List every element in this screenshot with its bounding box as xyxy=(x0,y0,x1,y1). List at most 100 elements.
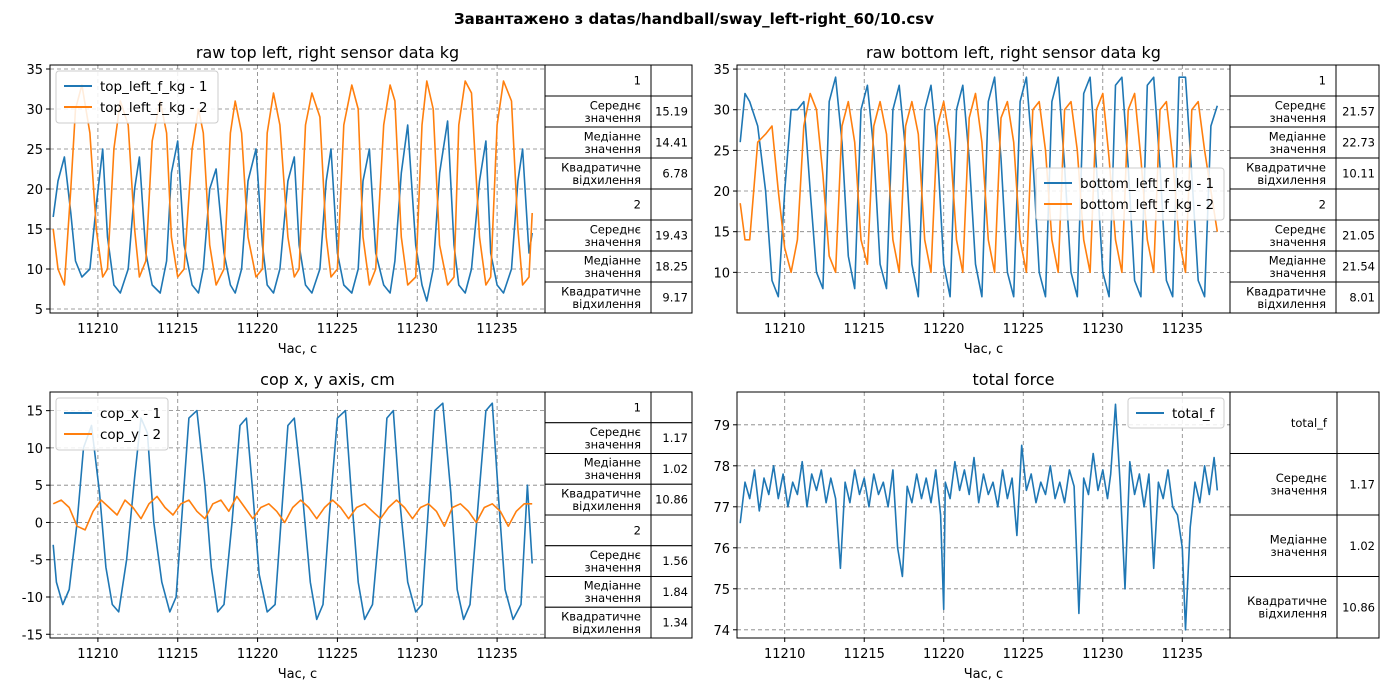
table-row-label: Середнє значення xyxy=(584,98,641,125)
x-tick-label: 11230 xyxy=(1082,322,1123,337)
legend-box xyxy=(55,397,169,451)
table-row-label: Середнє значення xyxy=(1269,98,1326,125)
y-tick-label: 30 xyxy=(713,104,730,119)
table-cell-label xyxy=(544,281,652,314)
table-cell-value xyxy=(650,250,693,283)
y-tick-label: 30 xyxy=(26,103,43,118)
y-tick-label: 0 xyxy=(35,516,43,531)
table-cell-value xyxy=(650,126,693,159)
table-cell-label xyxy=(1229,391,1338,454)
x-tick-label: 11235 xyxy=(476,647,517,662)
table-cell-value xyxy=(1336,391,1380,454)
y-tick-label: 35 xyxy=(26,63,43,78)
panel-2: raw bottom left, right sensor data kg 112… xyxy=(713,43,1380,357)
table-cell-value xyxy=(1335,281,1380,314)
table-row-value: 21.05 xyxy=(1342,229,1375,243)
table-row-label: Медіанне значення xyxy=(1269,129,1326,156)
chart-title: raw bottom left, right sensor data kg xyxy=(866,43,1161,62)
table-row-value: 14.41 xyxy=(655,136,688,150)
table-row-label: Середнє значення xyxy=(584,222,641,249)
table-row-label: Середнє значення xyxy=(584,425,641,452)
x-tick-label: 11215 xyxy=(844,647,885,662)
table-group-header: 2 xyxy=(634,198,641,212)
y-tick-label: 79 xyxy=(713,419,730,434)
chart-title: raw top left, right sensor data kg xyxy=(196,43,459,62)
legend-box xyxy=(1035,167,1225,221)
table-cell-value xyxy=(1335,219,1380,252)
table-row-value: 6.78 xyxy=(662,167,688,181)
series-line-1 xyxy=(52,120,533,302)
table-group-header: 2 xyxy=(634,523,641,537)
table-cell-label xyxy=(544,545,652,577)
table-row-label: Медіанне значення xyxy=(584,456,641,483)
x-tick-label: 11220 xyxy=(923,322,964,337)
panel-4: total force 11210 11215 11220 11225 11230 1123… xyxy=(713,370,1380,682)
legend-entry: cop_x - 1 xyxy=(100,406,161,422)
table-row-label: Медіанне значення xyxy=(584,253,641,280)
legend-entry: bottom_left_f_kg - 1 xyxy=(1080,176,1214,192)
table-group-header: 2 xyxy=(1319,198,1326,212)
table-cell-value xyxy=(1335,126,1380,159)
table-row-value: 15.19 xyxy=(655,105,688,119)
x-tick-label: 11235 xyxy=(476,322,517,337)
y-tick-label: -10 xyxy=(22,591,43,606)
table-cell-value xyxy=(1336,453,1380,516)
x-axis-label: Час, с xyxy=(278,667,317,682)
legend: bottom_left_f_kg - 1 bottom_left_f_kg - 2 xyxy=(1035,167,1225,221)
table-row-label: Медіанне значення xyxy=(1269,253,1326,280)
table-cell-value xyxy=(650,64,693,97)
legend: top_left_f_kg - 1 top_left_f_kg - 2 xyxy=(55,70,219,124)
legend-box xyxy=(55,70,219,124)
legend-box xyxy=(1127,397,1225,429)
legend-entry: top_left_f_kg - 2 xyxy=(100,100,207,116)
table-cell-label xyxy=(544,219,652,252)
x-tick-label: 11210 xyxy=(77,647,118,662)
series-line-1 xyxy=(52,402,533,621)
series-line-2 xyxy=(52,80,533,286)
table-row-value: 1.17 xyxy=(1349,477,1375,491)
x-tick-label: 11210 xyxy=(764,647,805,662)
table-cell-label xyxy=(544,188,652,221)
table-row-label: Медіанне значення xyxy=(584,579,641,606)
table-cell-label xyxy=(1229,126,1337,159)
legend-entry: total_f xyxy=(1172,406,1216,422)
table-row-value: 22.73 xyxy=(1342,136,1375,150)
x-axis-label: Час, с xyxy=(964,342,1003,357)
table-row-value: 21.54 xyxy=(1342,260,1375,274)
x-tick-label: 11215 xyxy=(844,322,885,337)
y-tick-label: 35 xyxy=(713,63,730,78)
table-cell-value xyxy=(650,514,693,547)
x-tick-label: 11230 xyxy=(397,322,438,337)
x-tick-label: 11225 xyxy=(1003,322,1044,337)
y-tick-label: 74 xyxy=(713,624,730,639)
table-row-label: Квадратичне відхилення xyxy=(1247,594,1327,621)
table-row-label: Медіанне значення xyxy=(1270,533,1327,560)
table-cell-value xyxy=(1335,157,1380,190)
table-cell-label xyxy=(544,514,652,547)
y-tick-label: -15 xyxy=(22,628,43,643)
legend: cop_x - 1 cop_y - 2 xyxy=(55,397,169,451)
series-line-1 xyxy=(739,403,1219,631)
y-tick-label: 15 xyxy=(26,223,43,238)
table-cell-value xyxy=(650,453,693,485)
y-tick-label: 77 xyxy=(713,501,730,516)
table-row-label: Квадратичне відхилення xyxy=(561,160,641,187)
x-tick-label: 11210 xyxy=(764,322,805,337)
y-tick-label: 5 xyxy=(35,303,43,318)
table-row-label: Квадратичне відхилення xyxy=(1246,160,1326,187)
table-cell-label xyxy=(1229,95,1337,128)
table-row-label: Медіанне значення xyxy=(584,129,641,156)
table-cell-value xyxy=(1336,576,1380,639)
table-cell-value xyxy=(1336,514,1380,577)
x-tick-label: 11220 xyxy=(237,647,278,662)
series-line-1 xyxy=(739,76,1219,298)
x-tick-label: 11230 xyxy=(1082,647,1123,662)
y-tick-label: 25 xyxy=(713,144,730,159)
table-cell-value xyxy=(1335,64,1380,97)
x-tick-label: 11225 xyxy=(317,647,358,662)
x-axis-label: Час, с xyxy=(964,667,1003,682)
legend-entry: cop_y - 2 xyxy=(100,427,161,443)
table-row-label: Середнє значення xyxy=(1270,471,1327,498)
table-row-label: Квадратичне відхилення xyxy=(561,486,641,513)
x-tick-label: 11235 xyxy=(1162,322,1203,337)
